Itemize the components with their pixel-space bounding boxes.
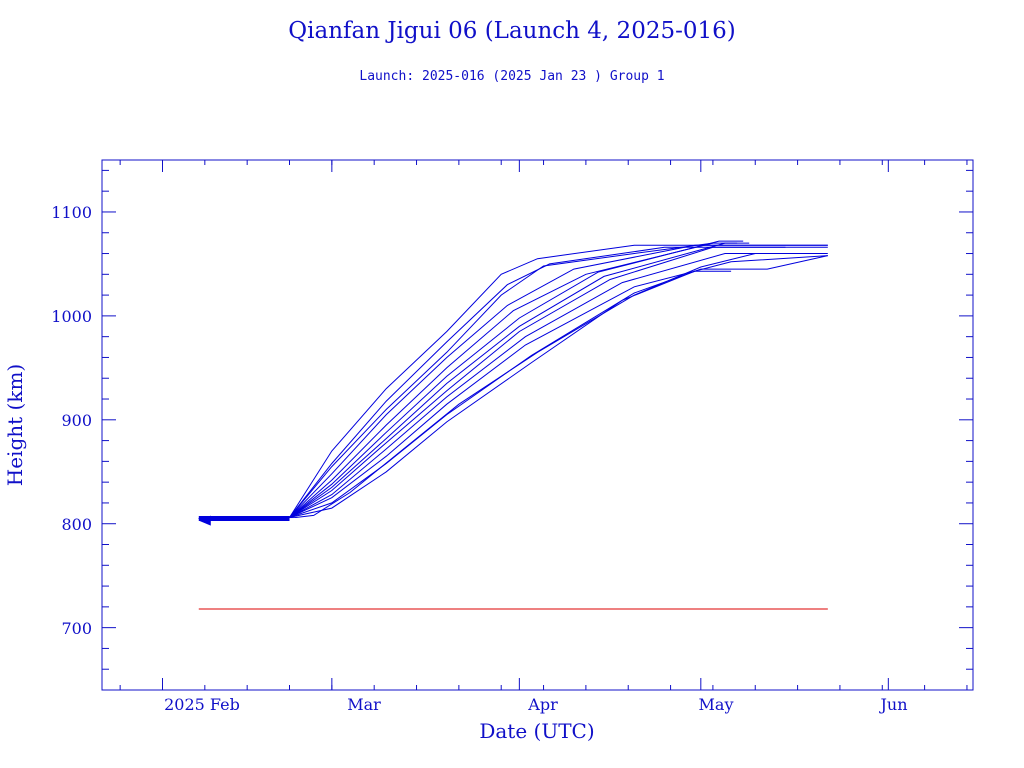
series-line-11: [198, 270, 732, 519]
series-line-7: [198, 246, 786, 519]
series-line-9: [198, 255, 828, 519]
series-line-2: [198, 246, 828, 519]
plot-frame: [101, 159, 974, 691]
series-line-10: [198, 255, 828, 519]
x-tick-label: Apr: [527, 695, 558, 714]
axis-ticks: [102, 160, 973, 690]
y-tick-label: 900: [61, 411, 92, 430]
series-line-6: [198, 242, 750, 519]
x-axis-label: Date (UTC): [479, 719, 594, 743]
x-tick-label: 2025 Feb: [164, 695, 240, 714]
plot-area: [198, 240, 828, 610]
y-axis-label: Height (km): [3, 364, 27, 486]
chart-subtitle: Launch: 2025-016 (2025 Jan 23 ) Group 1: [359, 69, 664, 84]
series-line-1: [198, 244, 828, 519]
y-tick-label: 1100: [51, 203, 92, 222]
x-tick-label: Jun: [878, 695, 907, 714]
series-line-8: [198, 253, 828, 519]
x-tick-label: May: [699, 695, 734, 714]
y-tick-labels: 700 800 900 1000 1100: [51, 203, 92, 638]
y-tick-label: 700: [61, 619, 92, 638]
chart-title: Qianfan Jigui 06 (Launch 4, 2025-016): [288, 18, 735, 44]
series-line-12: [198, 253, 756, 519]
start-marker: [198, 515, 211, 526]
x-tick-label: Mar: [347, 695, 381, 714]
y-tick-label: 800: [61, 515, 92, 534]
x-tick-labels: 2025 Feb Mar Apr May Jun: [164, 695, 907, 714]
series-line-5: [198, 240, 744, 519]
series-line-13: [198, 242, 713, 519]
series-line-3: [198, 244, 828, 519]
y-tick-label: 1000: [51, 307, 92, 326]
